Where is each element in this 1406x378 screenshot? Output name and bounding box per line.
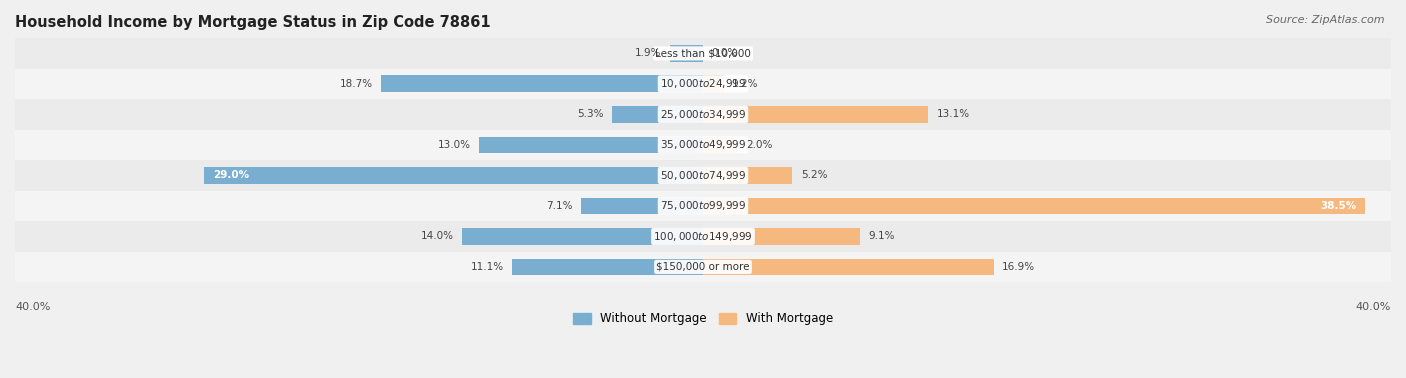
Text: 38.5%: 38.5% <box>1320 201 1357 211</box>
Bar <box>15 191 1391 221</box>
Text: $75,000 to $99,999: $75,000 to $99,999 <box>659 200 747 212</box>
Text: 40.0%: 40.0% <box>15 302 51 312</box>
Bar <box>581 198 703 214</box>
Text: 14.0%: 14.0% <box>420 231 454 242</box>
Text: $150,000 or more: $150,000 or more <box>657 262 749 272</box>
Text: 7.1%: 7.1% <box>546 201 572 211</box>
Bar <box>15 221 1391 252</box>
Bar <box>703 106 928 123</box>
Bar <box>15 99 1391 130</box>
Bar <box>381 76 703 92</box>
Bar <box>15 252 1391 282</box>
Text: $100,000 to $149,999: $100,000 to $149,999 <box>654 230 752 243</box>
Text: 13.1%: 13.1% <box>936 109 970 119</box>
Bar <box>204 167 703 184</box>
Text: $25,000 to $34,999: $25,000 to $34,999 <box>659 108 747 121</box>
Text: 0.0%: 0.0% <box>711 48 738 58</box>
Legend: Without Mortgage, With Mortgage: Without Mortgage, With Mortgage <box>568 308 838 330</box>
Bar <box>703 136 737 153</box>
Text: Source: ZipAtlas.com: Source: ZipAtlas.com <box>1267 15 1385 25</box>
Bar <box>15 69 1391 99</box>
Bar <box>463 228 703 245</box>
Bar <box>703 228 859 245</box>
Text: 11.1%: 11.1% <box>471 262 503 272</box>
Text: 13.0%: 13.0% <box>437 140 471 150</box>
Text: 18.7%: 18.7% <box>340 79 373 89</box>
Text: 40.0%: 40.0% <box>1355 302 1391 312</box>
Bar <box>703 259 994 275</box>
Text: $35,000 to $49,999: $35,000 to $49,999 <box>659 138 747 152</box>
Text: 16.9%: 16.9% <box>1002 262 1035 272</box>
Bar <box>15 38 1391 69</box>
Text: 29.0%: 29.0% <box>212 170 249 180</box>
Text: 9.1%: 9.1% <box>868 231 894 242</box>
Bar <box>15 130 1391 160</box>
Bar <box>612 106 703 123</box>
Text: 5.2%: 5.2% <box>801 170 828 180</box>
Text: 1.9%: 1.9% <box>636 48 662 58</box>
Text: $10,000 to $24,999: $10,000 to $24,999 <box>659 77 747 90</box>
Text: Household Income by Mortgage Status in Zip Code 78861: Household Income by Mortgage Status in Z… <box>15 15 491 30</box>
Bar <box>479 136 703 153</box>
Text: $50,000 to $74,999: $50,000 to $74,999 <box>659 169 747 182</box>
Bar <box>703 167 793 184</box>
Text: 1.2%: 1.2% <box>733 79 759 89</box>
Text: Less than $10,000: Less than $10,000 <box>655 48 751 58</box>
Bar <box>703 198 1365 214</box>
Text: 5.3%: 5.3% <box>576 109 603 119</box>
Text: 2.0%: 2.0% <box>747 140 772 150</box>
Bar <box>671 45 703 62</box>
Bar <box>15 160 1391 191</box>
Bar <box>703 76 724 92</box>
Bar <box>512 259 703 275</box>
